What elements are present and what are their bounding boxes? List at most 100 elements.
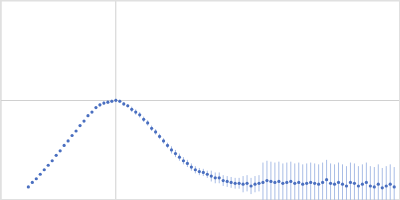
point (230, 181, 233, 184)
y-axis-line (1, 1, 400, 200)
point (86, 114, 89, 117)
plot-frame (1, 1, 400, 200)
point (146, 121, 149, 124)
point (186, 162, 189, 165)
point (269, 180, 272, 183)
point (257, 182, 260, 185)
point (70, 134, 73, 137)
error-bar (358, 166, 359, 200)
point (78, 124, 81, 127)
point (206, 173, 209, 176)
chart (0, 0, 400, 200)
y-axis (1, 1, 400, 200)
point (265, 179, 268, 182)
point (245, 182, 248, 185)
plot-area (27, 99, 396, 200)
point (27, 185, 30, 188)
point (198, 170, 201, 173)
point (329, 182, 332, 185)
point (381, 186, 384, 189)
point (98, 103, 101, 106)
point (47, 164, 50, 167)
error-bars (28, 99, 394, 200)
point (369, 184, 372, 187)
point (110, 100, 113, 103)
point (174, 152, 177, 155)
point (261, 181, 264, 184)
point (94, 106, 97, 109)
point (301, 183, 304, 186)
point (142, 118, 145, 121)
point (102, 101, 105, 104)
point (349, 181, 352, 184)
x-axis (1, 1, 400, 200)
point (226, 180, 229, 183)
point (353, 182, 356, 185)
error-bar (318, 164, 319, 200)
point (253, 183, 256, 186)
point (389, 183, 392, 186)
point (238, 182, 241, 185)
point (313, 182, 316, 185)
error-bar (362, 164, 363, 200)
point (385, 184, 388, 187)
error-bar (374, 167, 375, 200)
point (67, 139, 70, 142)
point (214, 176, 217, 179)
points (27, 99, 396, 190)
point (341, 183, 344, 186)
point (305, 182, 308, 185)
point (63, 144, 66, 147)
error-bar (386, 166, 387, 200)
point (134, 110, 137, 113)
point (170, 148, 173, 151)
point (126, 104, 129, 107)
point (365, 181, 368, 184)
x-axis-line (1, 1, 400, 200)
y-tick (1, 100, 400, 101)
point (55, 154, 58, 157)
point (249, 184, 252, 187)
point (373, 185, 376, 188)
point (31, 181, 34, 184)
point (114, 99, 117, 102)
point (345, 184, 348, 187)
point (293, 182, 296, 185)
point (273, 181, 276, 184)
error-bar (390, 164, 391, 200)
point (297, 181, 300, 184)
point (43, 168, 46, 171)
point (51, 159, 54, 162)
point (162, 139, 165, 142)
point (289, 180, 292, 183)
point (309, 181, 312, 184)
point (194, 168, 197, 171)
point (285, 181, 288, 184)
point (138, 113, 141, 116)
point (190, 165, 193, 168)
point (337, 181, 340, 184)
point (90, 110, 93, 113)
point (122, 102, 125, 105)
point (59, 149, 62, 152)
point (118, 100, 121, 103)
point (377, 183, 380, 186)
point (182, 159, 185, 162)
point (202, 171, 205, 174)
y-grid-line (1, 100, 400, 101)
error-bar (334, 164, 335, 200)
point (222, 179, 225, 182)
point (106, 101, 109, 104)
point (281, 182, 284, 185)
point (210, 174, 213, 177)
point (393, 185, 396, 188)
point (154, 130, 157, 133)
point (277, 180, 280, 183)
error-bar (394, 167, 395, 200)
point (74, 129, 77, 132)
point (234, 182, 237, 185)
point (130, 108, 133, 111)
point (361, 183, 364, 186)
point (321, 181, 324, 184)
error-bar (342, 164, 343, 200)
